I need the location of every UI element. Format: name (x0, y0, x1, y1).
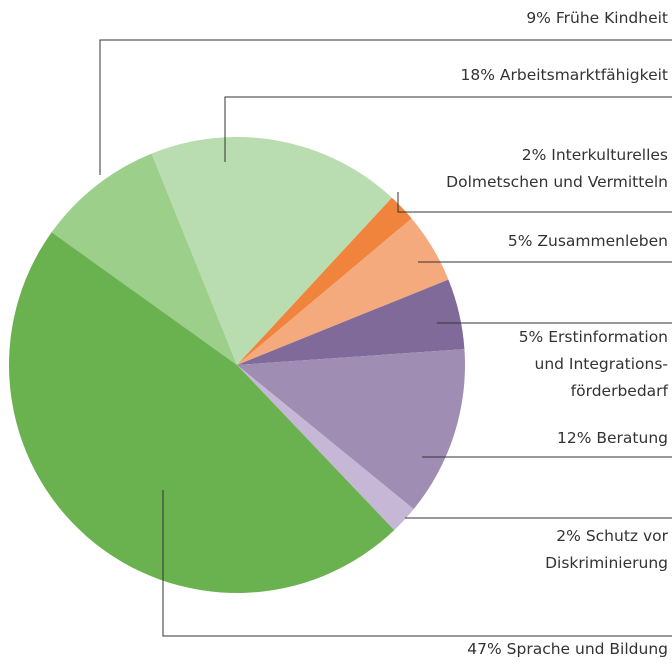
slice-label: förderbedarf (571, 382, 669, 400)
value-label: 5% (508, 232, 533, 250)
value-label: 9% (526, 9, 551, 27)
leader-line (224, 96, 672, 162)
category-label: Frühe Kindheit (556, 9, 668, 27)
value-label: 5% (519, 328, 544, 346)
slice-label: 9% Frühe Kindheit (526, 9, 668, 27)
category-label: Beratung (596, 429, 668, 447)
category-label: und Integrations- (535, 355, 669, 373)
pie-slice (51, 153, 238, 365)
category-label: Erstinformation (548, 328, 668, 346)
slice-label: 2% Interkulturelles (522, 146, 668, 164)
category-label: Interkulturelles (551, 146, 668, 164)
pie-slice (151, 136, 392, 365)
pie-slice (237, 349, 466, 510)
category-label: Arbeitsmarktfähigkeit (500, 66, 668, 84)
slice-label: 18% Arbeitsmarktfähigkeit (461, 66, 669, 84)
slice-label: und Integrations- (535, 355, 669, 373)
category-label: Dolmetschen und Vermitteln (446, 173, 668, 191)
slice-label: 2% Schutz vor (556, 527, 668, 545)
slice-label: 5% Zusammenleben (508, 232, 668, 250)
value-label: 2% (556, 527, 581, 545)
category-label: Sprache und Bildung (507, 640, 668, 658)
slice-label: 5% Erstinformation (519, 328, 668, 346)
pie-slice (237, 197, 412, 365)
category-label: förderbedarf (571, 382, 669, 400)
pie-slice (237, 365, 414, 531)
pie-slice (237, 218, 449, 365)
category-label: Schutz vor (586, 527, 669, 545)
leader-line (397, 192, 672, 213)
slice-label: 47% Sprache und Bildung (467, 640, 668, 658)
slice-label: Diskriminierung (545, 554, 668, 572)
value-label: 47% (467, 640, 501, 658)
value-label: 18% (461, 66, 495, 84)
category-label: Zusammenleben (537, 232, 668, 250)
slice-label: Dolmetschen und Vermitteln (446, 173, 668, 191)
pie-slice (8, 232, 395, 594)
value-label: 2% (522, 146, 547, 164)
leader-line (99, 39, 672, 175)
value-label: 12% (557, 429, 591, 447)
pie-slice (237, 279, 465, 365)
category-label: Diskriminierung (545, 554, 668, 572)
slice-label: 12% Beratung (557, 429, 668, 447)
leader-line (162, 490, 672, 637)
